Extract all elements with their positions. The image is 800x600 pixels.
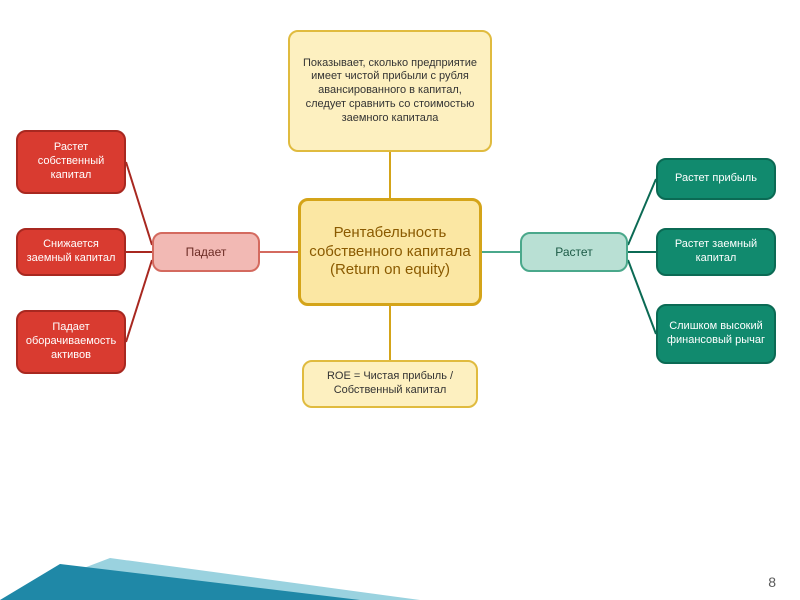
node-right_hub: Растет: [520, 232, 628, 272]
node-right3: Слишком высокий финансовый рычаг: [656, 304, 776, 364]
node-right1: Растет прибыль: [656, 158, 776, 200]
page-number: 8: [768, 574, 776, 590]
node-left3: Падает оборачиваемость активов: [16, 310, 126, 374]
edge-left_hub-left1: [126, 162, 152, 245]
node-top: Показывает, сколько предприятие имеет чи…: [288, 30, 492, 152]
edge-right_hub-right1: [628, 179, 656, 245]
edge-left_hub-left3: [126, 260, 152, 342]
node-bottom: ROE = Чистая прибыль / Собственный капит…: [302, 360, 478, 408]
node-right2: Растет заемный капитал: [656, 228, 776, 276]
node-left_hub: Падает: [152, 232, 260, 272]
node-center: Рентабельность собственного капитала (Re…: [298, 198, 482, 306]
node-left2: Снижается заемный капитал: [16, 228, 126, 276]
edge-right_hub-right3: [628, 260, 656, 334]
node-left1: Растет собственный капитал: [16, 130, 126, 194]
bottom-decor: [0, 558, 800, 600]
